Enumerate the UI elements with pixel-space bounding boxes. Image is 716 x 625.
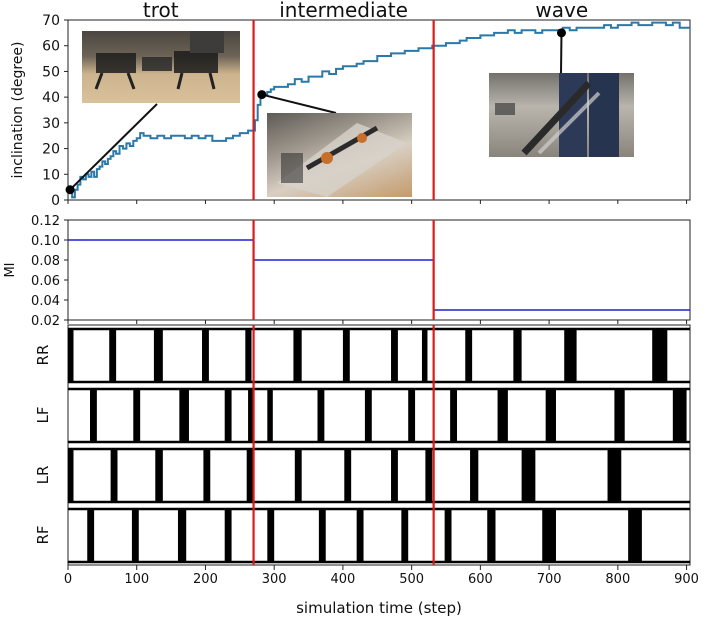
- gait-stance-bar-LR: [203, 449, 210, 502]
- mi-panel: 0.02 0.04 0.06 0.08 0.10 0.12 MI: [3, 214, 690, 329]
- gait-stance-bar-RF: [87, 509, 94, 562]
- mi-ytick-label: 0.04: [31, 294, 60, 309]
- mi-ytick-label: 0.06: [31, 274, 60, 289]
- trot-photo: [82, 31, 240, 103]
- gait-stance-bar-LR: [155, 449, 163, 502]
- gait-stance-bar-LF: [179, 389, 189, 442]
- gait-stance-bar-RR: [564, 329, 576, 382]
- gait-stance-bar-RR: [293, 329, 301, 382]
- gait-xtick-label: 0: [64, 572, 72, 587]
- gait-stance-bar-RR: [109, 329, 116, 382]
- inclination-ylabel: inclination (degree): [10, 42, 26, 179]
- mi-ytick-label: 0.12: [31, 214, 60, 229]
- wave-robot-picture: [489, 73, 634, 157]
- gait-xtick-label: 400: [331, 572, 356, 587]
- gait-stance-bar-RR: [391, 329, 398, 382]
- gait-stance-bar-RR: [202, 329, 209, 382]
- gait-stance-bar-LF: [317, 389, 324, 442]
- marker-dot: [257, 90, 266, 99]
- gait-stance-bar-RR: [652, 329, 667, 382]
- gait-stance-bar-LF: [225, 389, 232, 442]
- wave-photo: [489, 73, 634, 157]
- phase-label-intermediate: intermediate: [279, 0, 408, 22]
- inclination-ytick-label: 70: [42, 13, 60, 29]
- gait-leg-label-LR: LR: [34, 466, 52, 485]
- gait-stance-bar-LR: [295, 449, 302, 502]
- gait-stance-bar-RF: [628, 509, 642, 562]
- gait-stance-bar-RR: [343, 329, 350, 382]
- gait-stance-bar-RF: [319, 509, 326, 562]
- gait-leg-label-LF: LF: [34, 407, 52, 424]
- gait-stance-bar-LR: [111, 449, 118, 502]
- intermediate-photo: [267, 113, 412, 197]
- mi-ylabel: MI: [3, 262, 18, 277]
- gait-stance-bar-LF: [498, 389, 508, 442]
- gait-xlabel: simulation time (step): [296, 599, 462, 617]
- gait-stance-bar-LF: [546, 389, 556, 442]
- gait-stance-bar-RF: [401, 509, 408, 562]
- gait-stance-bar-LF: [90, 389, 97, 442]
- marker-pointer-line: [262, 95, 336, 113]
- inclination-ytick-label: 10: [42, 167, 60, 183]
- gait-stance-bar-RF: [132, 509, 139, 562]
- gait-stance-bar-LF: [673, 389, 687, 442]
- gait-stance-bar-LF: [133, 389, 140, 442]
- gait-leg-label-RR: RR: [34, 345, 52, 366]
- gait-leg-label-RF: RF: [34, 525, 52, 544]
- gait-stance-bar-LF: [408, 389, 415, 442]
- phase-label-trot: trot: [143, 0, 179, 22]
- gait-stance-bar-LR: [344, 449, 351, 502]
- gait-stance-bar-LF: [450, 389, 457, 442]
- gait-stance-bar-RF: [357, 509, 364, 562]
- gait-stance-bar-RF: [178, 509, 186, 562]
- gait-stance-bar-LR: [68, 449, 73, 502]
- gait-xtick-label: 200: [193, 572, 218, 587]
- inclination-ytick-label: 0: [51, 193, 60, 209]
- marker-dot: [557, 28, 566, 37]
- gait-stance-bar-LR: [425, 449, 432, 502]
- inclination-ytick-label: 30: [42, 116, 60, 132]
- gait-stance-bar-LR: [522, 449, 536, 502]
- gait-xtick-label: 100: [124, 572, 149, 587]
- intermediate-robot-picture: [267, 113, 412, 197]
- gait-stance-bar-LR: [391, 449, 398, 502]
- gait-stance-bar-RR: [422, 329, 427, 382]
- marker-pointer-line: [70, 104, 157, 190]
- marker-dot: [66, 185, 75, 194]
- phase-label-wave: wave: [535, 0, 588, 22]
- gait-stance-bar-RF: [267, 509, 274, 562]
- gait-stance-bar-RF: [487, 509, 495, 562]
- inclination-ytick-label: 60: [42, 39, 60, 55]
- gait-stance-bar-LR: [608, 449, 622, 502]
- inclination-ytick-label: 40: [42, 90, 60, 106]
- gait-stance-bar-RF: [445, 509, 452, 562]
- gait-stance-bar-RR: [154, 329, 163, 382]
- inclination-ytick-label: 20: [42, 142, 60, 158]
- gait-stance-bar-RF: [225, 509, 232, 562]
- gait-stance-bar-RR: [513, 329, 521, 382]
- gait-xtick-label: 800: [605, 572, 630, 587]
- inclination-ytick-label: 50: [42, 64, 60, 80]
- gait-stance-bar-LF: [365, 389, 372, 442]
- gait-xtick-label: 700: [537, 572, 562, 587]
- gait-xtick-label: 900: [674, 572, 699, 587]
- mi-frame: [68, 220, 690, 320]
- gait-xtick-label: 600: [468, 572, 493, 587]
- gait-stance-bar-RR: [68, 329, 73, 382]
- gait-stance-bar-RF: [542, 509, 556, 562]
- trot-robot-picture: [82, 31, 240, 103]
- gait-stance-bar-RR: [245, 329, 251, 382]
- mi-ytick-label: 0.08: [31, 254, 60, 269]
- mi-line: [68, 240, 690, 310]
- gait-stance-bar-LR: [470, 449, 478, 502]
- mi-ytick-label: 0.10: [31, 234, 60, 249]
- gait-stance-bar-RR: [465, 329, 472, 382]
- gait-panel: RR LF LR RF 0 100 200 300 400 500 600 700 800 900 simu…: [34, 325, 699, 617]
- gait-xtick-label: 500: [399, 572, 424, 587]
- gait-stance-bar-LF: [267, 389, 272, 442]
- gait-stance-bar-LF: [614, 389, 624, 442]
- gait-xtick-label: 300: [262, 572, 287, 587]
- mi-ytick-label: 0.02: [31, 314, 60, 329]
